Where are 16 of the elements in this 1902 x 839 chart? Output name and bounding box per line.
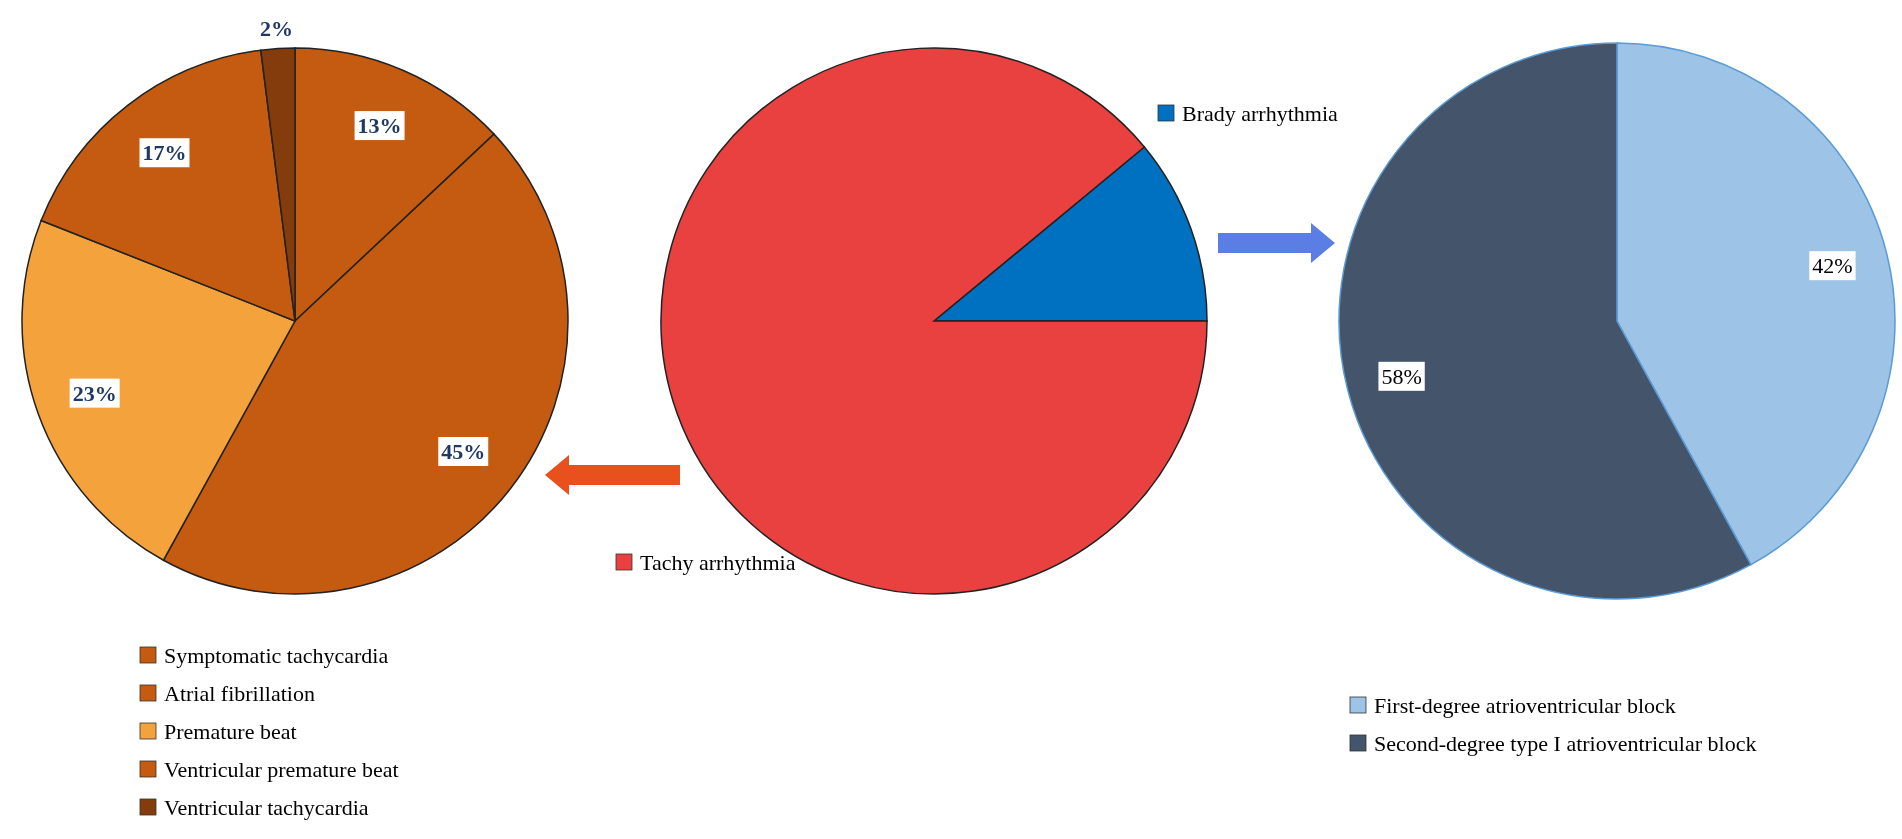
legend-label: Tachy arrhythmia <box>640 549 796 575</box>
data-label: 23% <box>72 380 117 406</box>
data-label: 58% <box>1381 363 1422 389</box>
legend-label: Ventricular tachycardia <box>164 794 369 820</box>
data-label: 13% <box>357 113 402 139</box>
legend-label: Ventricular premature beat <box>164 756 399 782</box>
legend-label: Premature beat <box>164 718 297 744</box>
data-label: 2% <box>260 16 294 42</box>
data-label: 45% <box>441 439 486 465</box>
data-label: 17% <box>142 140 187 166</box>
legend-label: First-degree atrioventricular block <box>1374 692 1676 718</box>
legend-label: Symptomatic tachycardia <box>164 642 389 668</box>
legend-label: Brady arrhythmia <box>1182 100 1339 126</box>
legend-label: Atrial fibrillation <box>164 680 315 706</box>
legend-label: Second-degree type I atrioventricular block <box>1374 730 1757 756</box>
data-label: 42% <box>1812 253 1853 279</box>
